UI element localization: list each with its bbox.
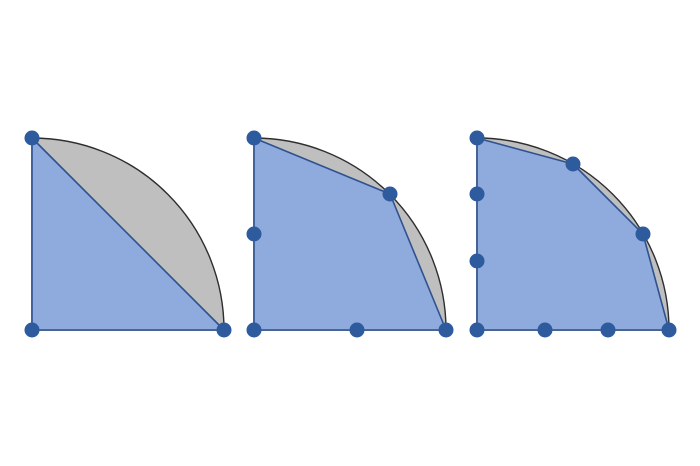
approximation-polygon	[31, 137, 225, 331]
vertex-dot	[469, 322, 485, 338]
vertex-dot	[24, 322, 40, 338]
vertex-dot	[349, 322, 365, 338]
vertex-dot	[246, 226, 262, 242]
vertex-dot	[382, 186, 398, 202]
quarter-circle-two-chords	[246, 130, 454, 338]
vertex-dot	[24, 130, 40, 146]
vertex-dot	[635, 226, 651, 242]
vertex-dot	[438, 322, 454, 338]
approximation-polygon	[476, 137, 670, 331]
vertex-dot	[246, 130, 262, 146]
quarter-circle-one-chord	[24, 130, 232, 338]
vertex-dot	[565, 156, 581, 172]
vertex-dot	[469, 186, 485, 202]
quarter-circle-three-chords	[469, 130, 677, 338]
vertex-dot	[537, 322, 553, 338]
vertex-dot	[469, 253, 485, 269]
vertex-dot	[216, 322, 232, 338]
vertex-dot	[661, 322, 677, 338]
vertex-dot	[469, 130, 485, 146]
vertex-dot	[600, 322, 616, 338]
vertex-dot	[246, 322, 262, 338]
